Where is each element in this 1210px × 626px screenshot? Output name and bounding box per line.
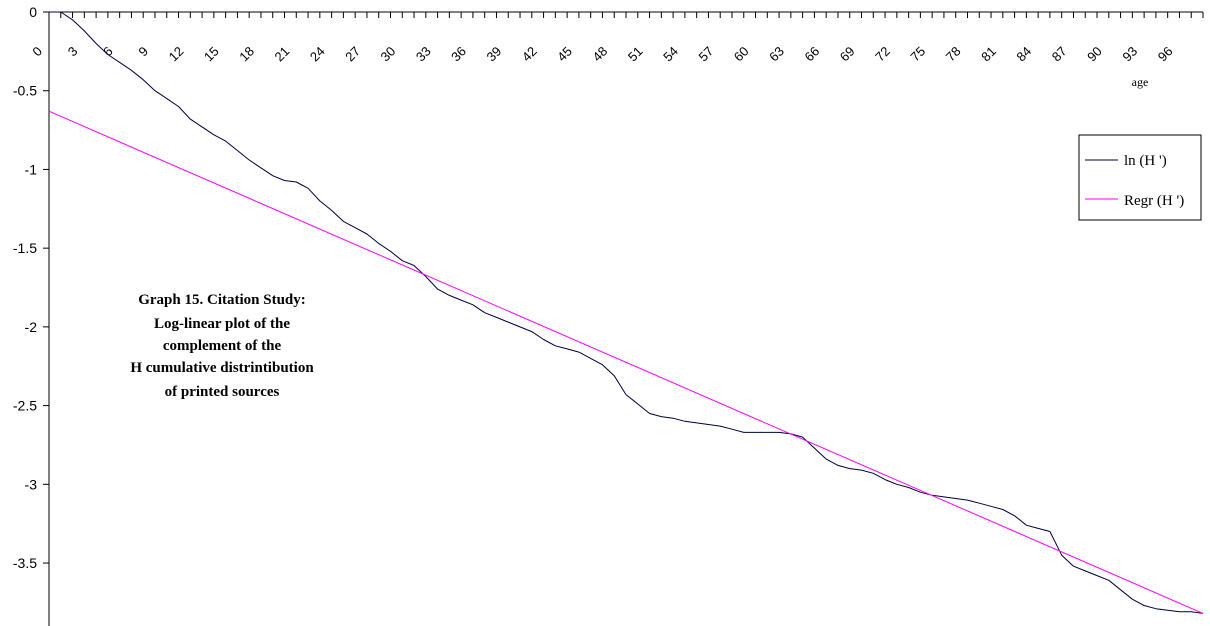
x-tick-label: 9 [135, 44, 151, 60]
x-tick-label: 18 [236, 44, 257, 65]
x-tick-label: 57 [695, 44, 716, 65]
series-line-ln-h [49, 11, 1204, 614]
legend-label-ln-h: ln (H ') [1124, 153, 1167, 169]
x-tick-label: 78 [943, 44, 964, 65]
x-tick-label: 84 [1013, 44, 1034, 65]
y-tick-label: -2.5 [13, 398, 37, 414]
legend-label-regr-h: Regr (H ') [1124, 193, 1184, 209]
x-tick-label: 6 [100, 44, 116, 60]
x-tick-label: 39 [484, 44, 505, 65]
legend-box [1078, 134, 1202, 221]
x-tick-label: 90 [1084, 44, 1105, 65]
note-line-1: Graph 15. Citation Study: [138, 292, 306, 308]
graph-note: Graph 15. Citation Study: Log-linear plo… [130, 292, 314, 400]
x-tick-label: 3 [65, 44, 81, 60]
x-axis-label: age [1132, 75, 1149, 89]
x-tick-label: 72 [872, 44, 893, 65]
note-line-4: H cumulative distrintibution [130, 360, 314, 376]
x-tick-label: 21 [272, 44, 293, 65]
x-tick-label: 42 [519, 44, 540, 65]
x-tick-label: 60 [731, 44, 752, 65]
y-tick-label: -1 [25, 161, 38, 177]
x-tick-label: 69 [837, 44, 858, 65]
x-tick-label: 93 [1119, 44, 1140, 65]
x-tick-label: 66 [801, 44, 822, 65]
x-tick-label: 96 [1155, 44, 1176, 65]
series-layer [48, 11, 1204, 614]
y-tick-label: -0.5 [13, 83, 37, 99]
y-tick-label: -2 [25, 319, 38, 335]
note-line-5: of printed sources [165, 384, 280, 400]
note-line-3: complement of the [163, 338, 282, 354]
x-tick-label: 48 [590, 44, 611, 65]
x-tick-label: 75 [907, 44, 928, 65]
y-tick-label: -1.5 [13, 240, 37, 256]
x-tick-label: 0 [29, 44, 45, 60]
x-tick-label: 36 [448, 44, 469, 65]
x-axis: 0 3 6 9 12 15 18 21 24 27 30 33 36 39 42 45 48 51 54 57 60 63… [29, 11, 1204, 65]
x-tick-label: 87 [1049, 44, 1070, 65]
x-tick-label: 51 [625, 44, 646, 65]
y-tick-label: -3.5 [13, 555, 37, 571]
x-tick-label: 24 [307, 44, 328, 65]
x-tick-label: 33 [413, 44, 434, 65]
x-tick-label: 27 [342, 44, 363, 65]
y-axis: 0 -0.5 -1 -1.5 -2 -2.5 -3 -3.5 [13, 4, 50, 626]
x-tick-label: 12 [166, 44, 187, 65]
x-tick-label: 54 [660, 44, 681, 65]
x-tick-label: 63 [766, 44, 787, 65]
x-tick-label: 15 [201, 44, 222, 65]
x-tick-label: 30 [378, 44, 399, 65]
series-line-regr-h [48, 110, 1204, 614]
x-tick-label: 45 [554, 44, 575, 65]
note-line-2: Log-linear plot of the [154, 316, 290, 332]
y-tick-label: 0 [29, 4, 37, 20]
x-tick-label: 81 [978, 44, 999, 65]
legend: ln (H ') Regr (H ') [1078, 134, 1202, 221]
y-tick-label: -3 [25, 476, 38, 492]
